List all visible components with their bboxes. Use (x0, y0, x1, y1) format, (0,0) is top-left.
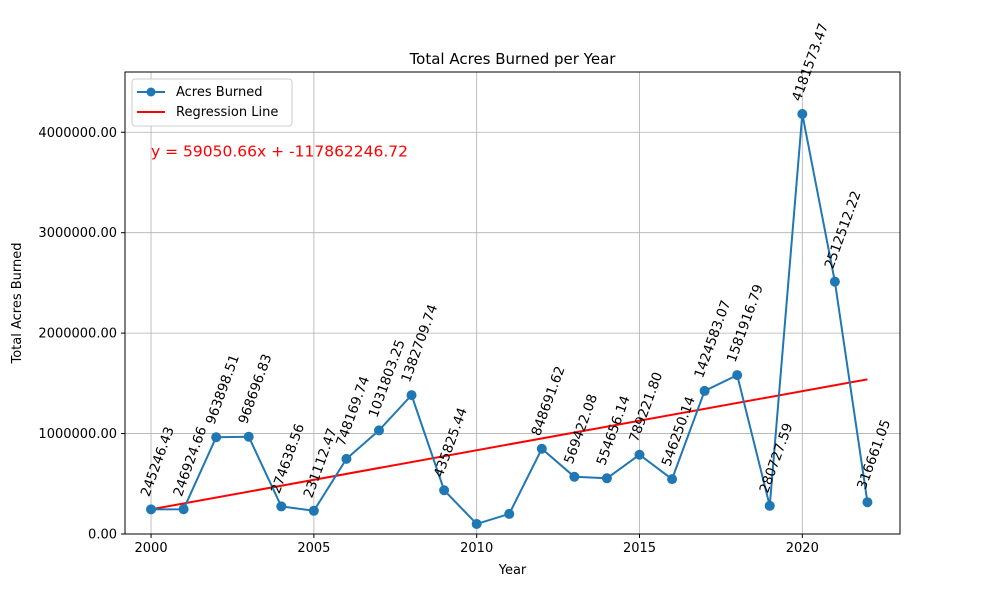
data-point (276, 501, 287, 512)
data-point (146, 504, 157, 515)
data-point (178, 504, 189, 515)
data-point (634, 449, 645, 460)
axis-ticks: 2000 2005 2010 2015 2020 0.00 1000000.00 200000… (38, 126, 818, 556)
y-tick-label: 1000000.00 (38, 427, 117, 442)
data-point (211, 432, 222, 443)
data-point (373, 425, 384, 436)
plot-series (146, 109, 873, 529)
data-point (667, 474, 678, 485)
regression-equation: y = 59050.66x + -117862246.72 (151, 142, 408, 160)
data-point (732, 370, 743, 381)
y-tick-label: 3000000.00 (38, 226, 117, 241)
data-point (569, 471, 580, 482)
data-point (829, 276, 840, 287)
data-point (243, 431, 254, 442)
x-tick-label: 2000 (135, 541, 168, 556)
legend-box (131, 78, 293, 127)
data-point (341, 453, 352, 464)
y-axis-title: Total Acres Burned (10, 242, 25, 364)
x-axis-title: Year (498, 563, 527, 578)
legend: Acres Burned Regression Line (131, 78, 293, 127)
data-point (439, 485, 450, 496)
data-point (406, 390, 417, 401)
y-tick-label: 4000000.00 (38, 126, 117, 141)
data-point (699, 385, 710, 396)
plot-frame (124, 71, 901, 535)
legend-label-regression-line: Regression Line (176, 105, 278, 120)
regression-line (150, 378, 868, 511)
legend-label-acres-burned: Acres Burned (176, 85, 263, 100)
data-point (764, 500, 775, 511)
legend-marker-acres-burned (146, 87, 156, 97)
x-tick-label: 2015 (623, 541, 656, 556)
data-point (308, 505, 319, 516)
y-tick-label: 0.00 (88, 528, 117, 543)
chart-title: Total Acres Burned per Year (409, 50, 617, 68)
data-point (504, 508, 515, 519)
x-tick-label: 2005 (297, 541, 330, 556)
data-point (471, 518, 482, 529)
data-point (601, 473, 612, 484)
data-point (797, 109, 808, 120)
y-tick-label: 2000000.00 (38, 327, 117, 342)
data-point (862, 497, 873, 508)
x-tick-label: 2020 (786, 541, 819, 556)
data-point (536, 443, 547, 454)
x-tick-label: 2010 (460, 541, 493, 556)
